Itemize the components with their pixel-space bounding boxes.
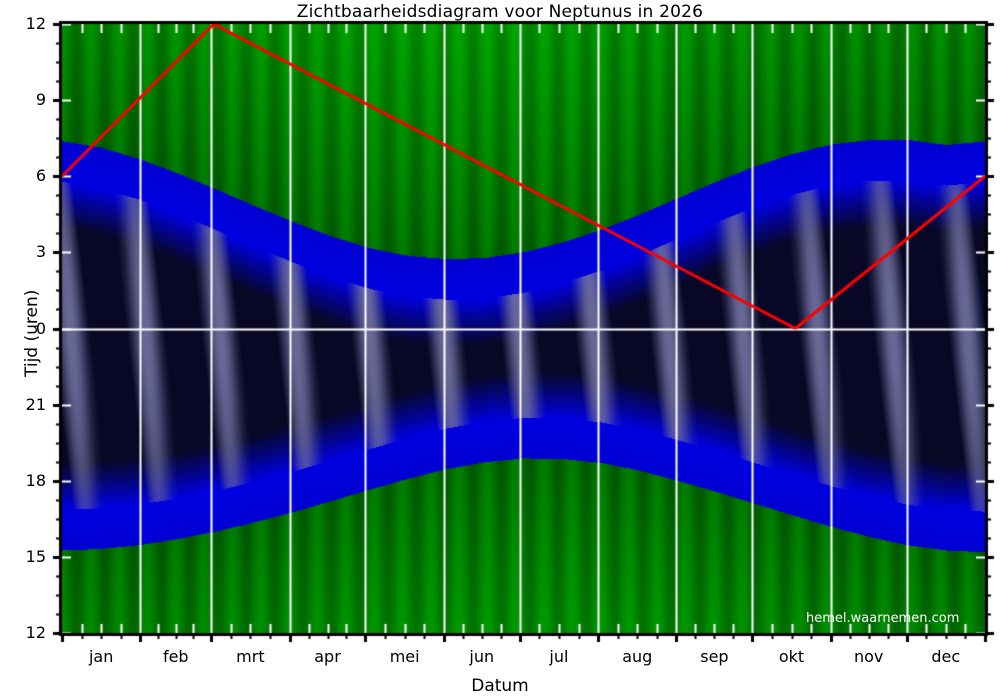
y-tick-label: 21 bbox=[25, 394, 46, 414]
x-tick-label-month: nov bbox=[853, 647, 884, 666]
x-tick-label-month: jan bbox=[88, 647, 114, 666]
x-tick-label-month: sep bbox=[700, 647, 729, 666]
y-tick-label: 6 bbox=[35, 166, 46, 186]
y-tick-label: 9 bbox=[35, 90, 46, 110]
y-tick-label: 3 bbox=[35, 242, 46, 262]
x-tick-label-month: jun bbox=[469, 647, 495, 666]
y-tick-label: 18 bbox=[25, 470, 46, 490]
x-tick-label-month: apr bbox=[314, 647, 341, 666]
y-tick-label: 15 bbox=[25, 546, 46, 566]
x-tick-label-month: mrt bbox=[236, 647, 265, 666]
x-tick-label-month: aug bbox=[622, 647, 653, 666]
y-tick-label: 0 bbox=[35, 318, 46, 338]
x-tick-label-month: okt bbox=[778, 647, 805, 666]
x-tick-label-month: feb bbox=[162, 647, 189, 666]
watermark-credit: hemel.waarnemen.com bbox=[806, 611, 960, 626]
y-tick-label: 12 bbox=[25, 623, 46, 642]
x-tick-label-month: jul bbox=[549, 647, 569, 666]
x-tick-label-month: mei bbox=[389, 647, 420, 666]
x-tick-label-month: dec bbox=[931, 647, 961, 666]
y-tick-label: 12 bbox=[25, 14, 46, 33]
